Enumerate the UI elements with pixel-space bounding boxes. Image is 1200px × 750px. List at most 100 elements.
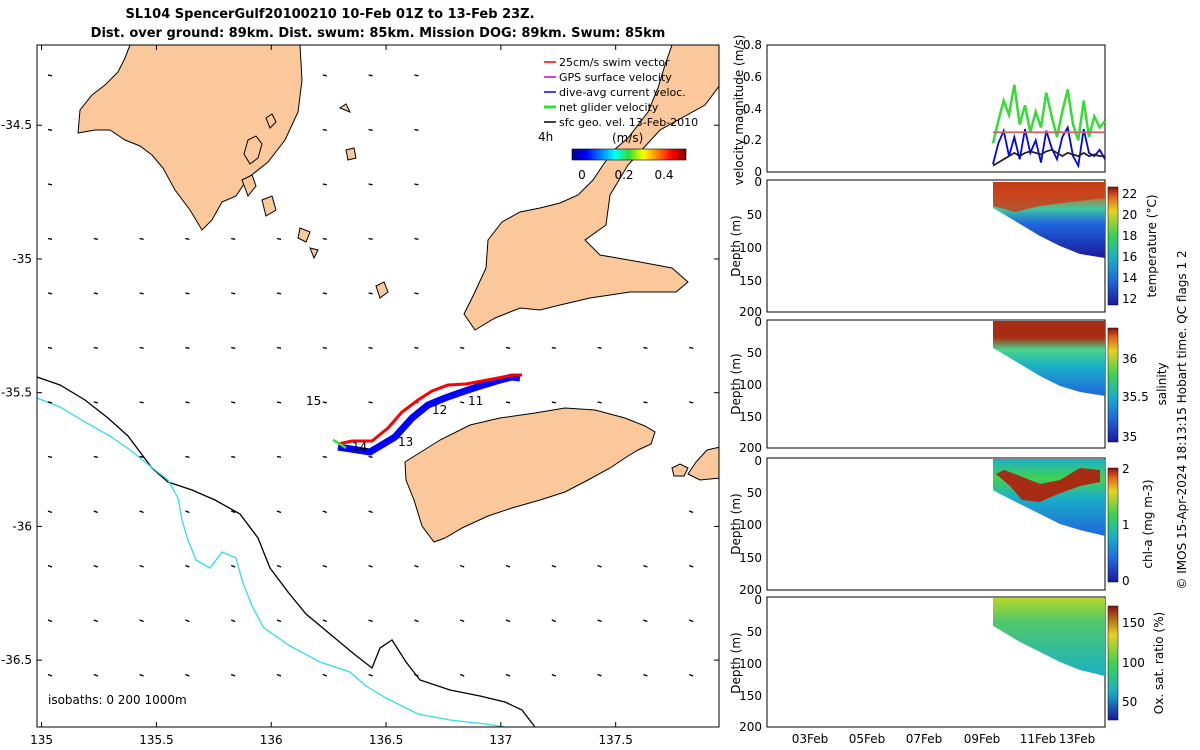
surface-velocity-arrow-67 xyxy=(368,455,373,458)
surface-velocity-arrow-39 xyxy=(460,346,465,349)
chl-depth-tick-100: 100 xyxy=(739,518,762,532)
salinity-panel: 0 50 100 150 200 Depth (m) 35 35.5 36 sa… xyxy=(729,315,1169,455)
surface-velocity-arrow-47 xyxy=(139,401,144,404)
surface-velocity-arrow-7 xyxy=(414,128,419,131)
surface-velocity-arrow-24 xyxy=(185,292,190,295)
vel-tick-0.8: 0.8 xyxy=(743,38,762,52)
sal-depth-tick-150: 150 xyxy=(739,410,762,424)
surface-velocity-arrow-82 xyxy=(276,564,282,568)
map-ytick-label-2: -35.5 xyxy=(1,386,32,400)
surface-velocity-arrow-44 xyxy=(689,346,694,349)
chla-panel: 0 50 100 150 200 Depth (m) 0 1 2 chl-a (… xyxy=(729,454,1155,597)
temperature-colorbar xyxy=(1107,186,1119,306)
surface-velocity-arrow-91 xyxy=(688,564,694,568)
surface-velocity-arrow-72 xyxy=(230,510,236,514)
surface-velocity-arrow-38 xyxy=(414,346,419,349)
map-xtick-label-3: 136.5 xyxy=(369,733,403,747)
time-axis: 03Feb 05Feb 07Feb 09Feb 11Feb 13Feb xyxy=(792,732,1096,746)
map-ticks: 135 135.5 136 136.5 137 137.5 -34.5 -35 -35.5 -36… xyxy=(1,45,719,747)
surface-velocity-arrow-83 xyxy=(322,564,328,568)
chl-cbar-2: 2 xyxy=(1122,462,1130,476)
oxy-cbar-100: 100 xyxy=(1122,656,1145,670)
map-frame xyxy=(36,44,720,728)
surface-velocity-arrow-54 xyxy=(460,401,465,404)
surface-velocity-arrow-115 xyxy=(414,673,419,677)
chl-depth-tick-200: 200 xyxy=(739,583,762,597)
surface-velocity-arrow-48 xyxy=(185,401,190,404)
isobaths-label: isobaths: 0 200 1000m xyxy=(48,693,187,707)
temp-cbar-12: 12 xyxy=(1122,292,1137,306)
surface-velocity-arrow-50 xyxy=(276,401,282,404)
day-label-11: 11 xyxy=(468,394,483,408)
surface-velocity-arrow-89 xyxy=(597,564,602,568)
surface-velocity-arrow-93 xyxy=(93,619,99,623)
surface-velocity-arrow-96 xyxy=(230,619,236,623)
sal-cbar-35: 35 xyxy=(1122,430,1137,444)
map-xtick-label-1: 135.5 xyxy=(139,733,173,747)
vel-tick-0.2: 0.2 xyxy=(743,133,762,147)
surface-velocity-arrow-121 xyxy=(688,673,694,677)
surface-velocity-arrow-69 xyxy=(93,510,99,514)
surface-velocity-arrow-43 xyxy=(643,346,648,349)
chla-label: chl-a (mg m-3) xyxy=(1141,479,1155,568)
glider-track xyxy=(332,373,522,456)
surface-velocity-arrow-32 xyxy=(139,346,144,349)
isobath-200m xyxy=(37,376,536,727)
surface-velocity-arrow-85 xyxy=(414,564,419,568)
day-label-13: 13 xyxy=(398,435,413,449)
temp-cbar-14: 14 xyxy=(1122,271,1137,285)
surface-velocity-arrow-18 xyxy=(322,237,327,240)
map-xtick-label-2: 136 xyxy=(260,733,283,747)
day-label-15: 15 xyxy=(306,394,321,408)
surface-velocity-arrow-74 xyxy=(322,510,328,514)
figure-title-line1: SL104 SpencerGulf20100210 10-Feb 01Z to … xyxy=(125,7,534,22)
surface-velocity-arrow-29 xyxy=(414,292,419,295)
surface-velocity-arrow-3 xyxy=(414,74,419,77)
surface-velocity-arrow-52 xyxy=(368,401,373,404)
surface-velocity-arrow-73 xyxy=(276,510,282,514)
land-east-coast xyxy=(687,446,719,481)
surface-velocity-arrow-88 xyxy=(551,564,557,568)
surface-velocity-arrow-94 xyxy=(139,619,144,623)
surface-velocity-arrow-1 xyxy=(322,74,327,77)
surface-velocity-vector-field xyxy=(47,74,694,677)
surface-velocity-arrow-9 xyxy=(322,183,327,186)
surface-velocity-arrow-112 xyxy=(276,673,282,677)
islets xyxy=(241,103,389,299)
surface-velocity-arrow-8 xyxy=(47,183,53,186)
surface-velocity-arrow-63 xyxy=(185,455,190,458)
oxy-depth-tick-0: 0 xyxy=(754,593,762,607)
oxy-depth-tick-150: 150 xyxy=(739,689,762,703)
surface-velocity-arrow-12 xyxy=(47,237,53,240)
temp-cbar-16: 16 xyxy=(1122,250,1137,264)
temp-cbar-22: 22 xyxy=(1122,187,1137,201)
surface-velocity-arrow-78 xyxy=(93,564,99,568)
surface-velocity-arrow-92 xyxy=(47,619,53,623)
sal-depth-tick-0: 0 xyxy=(754,315,762,329)
legend-label-dive-avg: dive-avg current veloc. xyxy=(559,86,686,99)
surface-velocity-arrow-13 xyxy=(93,237,98,240)
oxygen-panel: 0 50 100 150 200 Depth (m) 50 100 150 Ox… xyxy=(729,593,1166,734)
salinity-section xyxy=(993,321,1105,396)
chl-cbar-1: 1 xyxy=(1122,518,1130,532)
oxygen-label: Ox. sat. ratio (%) xyxy=(1152,612,1166,714)
time-tick-07feb: 07Feb xyxy=(906,732,943,746)
land-yorke-peninsula xyxy=(77,45,303,231)
surface-velocity-arrow-101 xyxy=(459,619,465,623)
surface-velocity-arrow-41 xyxy=(551,346,556,349)
surface-velocity-arrow-62 xyxy=(139,455,144,458)
surface-velocity-arrow-16 xyxy=(231,237,236,240)
velocity-series xyxy=(991,84,1106,169)
surface-velocity-arrow-97 xyxy=(276,619,282,623)
temp-depth-tick-100: 100 xyxy=(739,241,762,255)
surface-velocity-arrow-26 xyxy=(276,292,282,295)
legend-label-swim-vector: 25cm/s swim vector xyxy=(559,56,670,69)
chl-depth-tick-50: 50 xyxy=(747,486,762,500)
map-xtick-label-0: 135 xyxy=(30,733,53,747)
surface-velocity-arrow-20 xyxy=(414,237,419,240)
oxy-cbar-50: 50 xyxy=(1122,695,1137,709)
surface-velocity-arrow-118 xyxy=(551,673,557,677)
velocity-series-2 xyxy=(992,148,1105,167)
oxy-depth-tick-200: 200 xyxy=(739,720,762,734)
